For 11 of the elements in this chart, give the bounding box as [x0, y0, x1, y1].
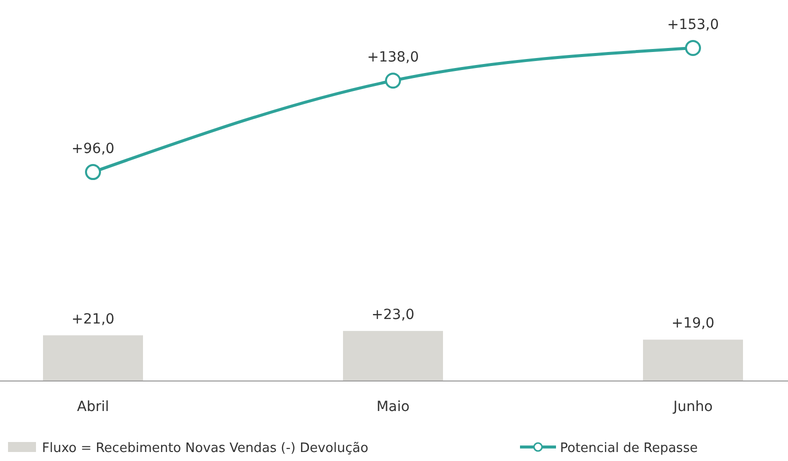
data-label: +153,0: [667, 17, 719, 33]
legend-label: Potencial de Repasse: [560, 441, 698, 456]
x-tick-label: Maio: [376, 399, 410, 415]
legend-label: Fluxo = Recebimento Novas Vendas (-) Devolução: [42, 441, 368, 456]
data-label: +96,0: [72, 141, 114, 158]
data-label: +138,0: [367, 50, 419, 66]
data-label: +19,0: [672, 316, 714, 332]
x-tick-label: Abril: [77, 399, 109, 415]
x-tick-label: Junho: [672, 399, 713, 415]
data-label: +21,0: [72, 311, 114, 328]
data-label: +23,0: [372, 306, 414, 323]
